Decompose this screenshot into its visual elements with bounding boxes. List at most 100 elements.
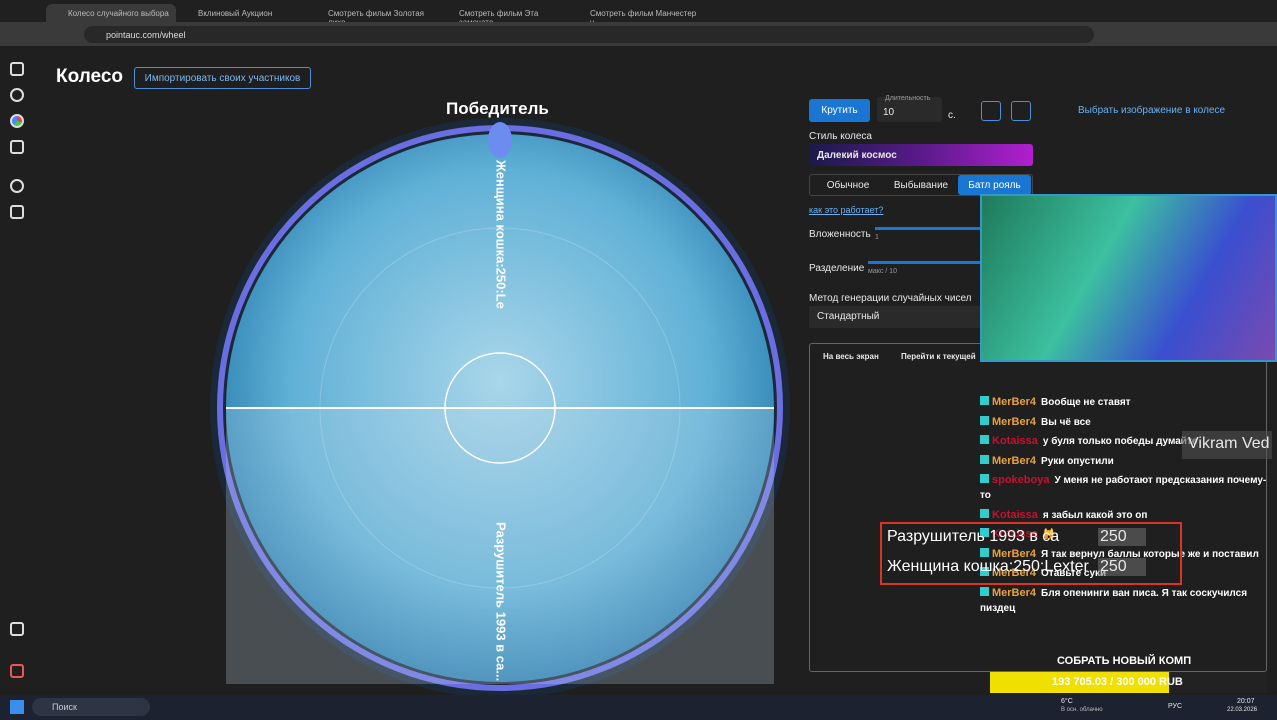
sidebar-icon[interactable] xyxy=(10,179,24,193)
mode-group xyxy=(809,174,1033,196)
fullscreen-button[interactable]: На весь экран xyxy=(823,352,879,361)
chat-text: У меня не работают предсказания почему-т… xyxy=(980,475,1267,501)
goto-button[interactable]: Перейти к текущей xyxy=(901,352,976,361)
language: РУС xyxy=(1168,703,1183,710)
chat-user: MerBer4 xyxy=(992,415,1037,428)
rng-label: Метод генерации случайных чисел xyxy=(809,293,972,304)
weather-temp: 6°C xyxy=(1061,698,1073,705)
overlay-box xyxy=(880,522,1182,585)
import-button[interactable]: Импортировать своих участников xyxy=(134,67,311,89)
split-value: макс / 10 xyxy=(868,268,897,275)
address-bar[interactable]: pointauc.com/wheel xyxy=(84,26,1094,43)
chat-user: Kotaissa xyxy=(992,528,1038,540)
chat-message: MerBer4 Я так вернул баллы которые же и п… xyxy=(980,545,1267,565)
tab[interactable]: Вклиновый Аукцион xyxy=(198,9,273,18)
chat-message: MerBer4 Бля опенинги ван писа. Я так соск… xyxy=(980,584,1267,619)
chat-user: Kotaissa xyxy=(992,508,1038,521)
overlay-row-points: 250 xyxy=(1098,528,1146,546)
chat-user: MerBer4 xyxy=(992,547,1037,560)
sidebar-icon[interactable] xyxy=(10,62,24,76)
duration-value: 10 xyxy=(883,107,895,118)
segment-shade xyxy=(226,408,774,684)
chat-badge xyxy=(980,396,989,405)
tab[interactable]: Колесо случайного выбора xyxy=(46,4,176,24)
chat-user: MerBer4 xyxy=(992,586,1037,599)
clock-date: 22.03.2026 xyxy=(1227,707,1258,713)
help-link[interactable]: как это работает? xyxy=(809,205,884,215)
tab-strip xyxy=(0,0,1277,22)
chat-badge xyxy=(980,586,989,596)
chat-message: Kotaissa я забыл какой это оп xyxy=(980,506,1267,526)
segment-label: Женщина кошка:250:Le xyxy=(494,159,509,309)
tab[interactable]: Смотреть фильм Манчестер у xyxy=(590,9,697,24)
mode-tab[interactable]: Обычное xyxy=(826,180,870,191)
style-label: Стиль колеса xyxy=(809,131,872,142)
sidebar-icon[interactable] xyxy=(10,140,24,154)
overlay-row-name: Разрушитель 1993 в са xyxy=(887,528,1060,545)
chat: MerBer4 Вообще не ставят MerBer4 Вы чё все K… xyxy=(980,393,1267,618)
sidebar-icon[interactable] xyxy=(10,114,24,128)
nesting-value: 1 xyxy=(875,234,879,241)
tab[interactable]: Смотреть фильм Эта замечате xyxy=(459,9,539,24)
slider[interactable] xyxy=(868,261,980,264)
chat-text: Я так вернул баллы которые же и поставил xyxy=(1041,548,1259,560)
chat-message: MerBer4 Отавьте суки xyxy=(980,564,1267,584)
winner-label: Победитель xyxy=(446,99,549,118)
chat-user: Kotaissa xyxy=(992,435,1038,447)
mode-tab[interactable]: Выбывание xyxy=(893,180,949,191)
mode-tab[interactable]: Батл рояль xyxy=(958,175,1031,195)
chat-badge xyxy=(980,567,989,576)
icon-button[interactable] xyxy=(1011,101,1031,121)
chat-message: Kotaissa 🙀 xyxy=(980,525,1267,545)
sidebar-icon[interactable] xyxy=(10,88,24,102)
wheel-hub xyxy=(444,352,556,464)
search-box[interactable]: Поиск xyxy=(32,698,150,716)
chat-badge xyxy=(980,435,989,444)
page-title: Колесо xyxy=(56,66,124,87)
chat-user: MerBer4 xyxy=(992,567,1037,579)
chat-text: Отавьте суки xyxy=(1041,568,1107,579)
webcam xyxy=(980,194,1277,362)
split-label: Разделение xyxy=(809,263,865,274)
chat-badge xyxy=(980,474,989,483)
sidebar-icon[interactable] xyxy=(10,664,24,678)
weather-desc: В осн. облачно xyxy=(1061,707,1103,713)
goal-fill xyxy=(990,672,1169,693)
duration-label: Длительность xyxy=(885,95,931,102)
chat-badge xyxy=(980,415,989,425)
image-select[interactable]: Выбрать изображение в колесе xyxy=(1078,105,1226,116)
chat-badge xyxy=(980,454,989,464)
chat-message: spokeboya У меня не работают предсказания… xyxy=(980,471,1267,506)
sidebar-icon[interactable] xyxy=(10,622,24,636)
wheel-pointer xyxy=(488,122,512,158)
icon-button[interactable] xyxy=(981,101,1001,121)
chat-user: MerBer4 xyxy=(992,454,1037,467)
chat-text: Бля опенинги ван писа. Я так соскучился … xyxy=(980,587,1248,614)
wheel: Женщина кошка:250:Le Разрушитель 1993 в … xyxy=(210,118,790,698)
chat-text: Вы чё все xyxy=(1041,416,1091,428)
duration-unit: с. xyxy=(948,110,956,121)
clock-time: 20:07 xyxy=(1237,698,1255,705)
chat-text: я забыл какой это оп xyxy=(1042,509,1148,521)
sidebar-icon[interactable] xyxy=(10,205,24,219)
chat-text: Руки опустили xyxy=(1041,455,1114,467)
slider[interactable] xyxy=(875,227,980,230)
chat-message: MerBer4 Руки опустили xyxy=(980,452,1267,472)
chat-message: Kotaissa у буля только победы думайте xyxy=(980,432,1267,452)
chat-message: MerBer4 Вы чё все xyxy=(980,413,1267,433)
chat-message: MerBer4 Вообще не ставят xyxy=(980,393,1267,413)
chat-badge xyxy=(980,547,989,557)
chat-badge xyxy=(980,528,989,537)
style-select[interactable]: Далекий космос xyxy=(809,144,1033,166)
chat-text: Вообще не ставят xyxy=(1041,397,1131,408)
start-button[interactable] xyxy=(10,700,24,714)
rng-select[interactable]: Стандартный xyxy=(809,306,980,328)
goal-progress: 193 705.03 / 300 000 RUB xyxy=(1052,676,1183,688)
chat-user: MerBer4 xyxy=(992,396,1037,408)
overlay-name: Vikram Ved xyxy=(1182,431,1272,459)
taskbar xyxy=(0,695,1277,720)
spin-button[interactable]: Крутить xyxy=(809,99,870,122)
tab[interactable]: Смотреть фильм Золотая лихо xyxy=(328,9,425,24)
duration-input[interactable] xyxy=(877,97,942,122)
overlay-row-name: Женщина кошка:250:Lexter xyxy=(887,558,1089,575)
